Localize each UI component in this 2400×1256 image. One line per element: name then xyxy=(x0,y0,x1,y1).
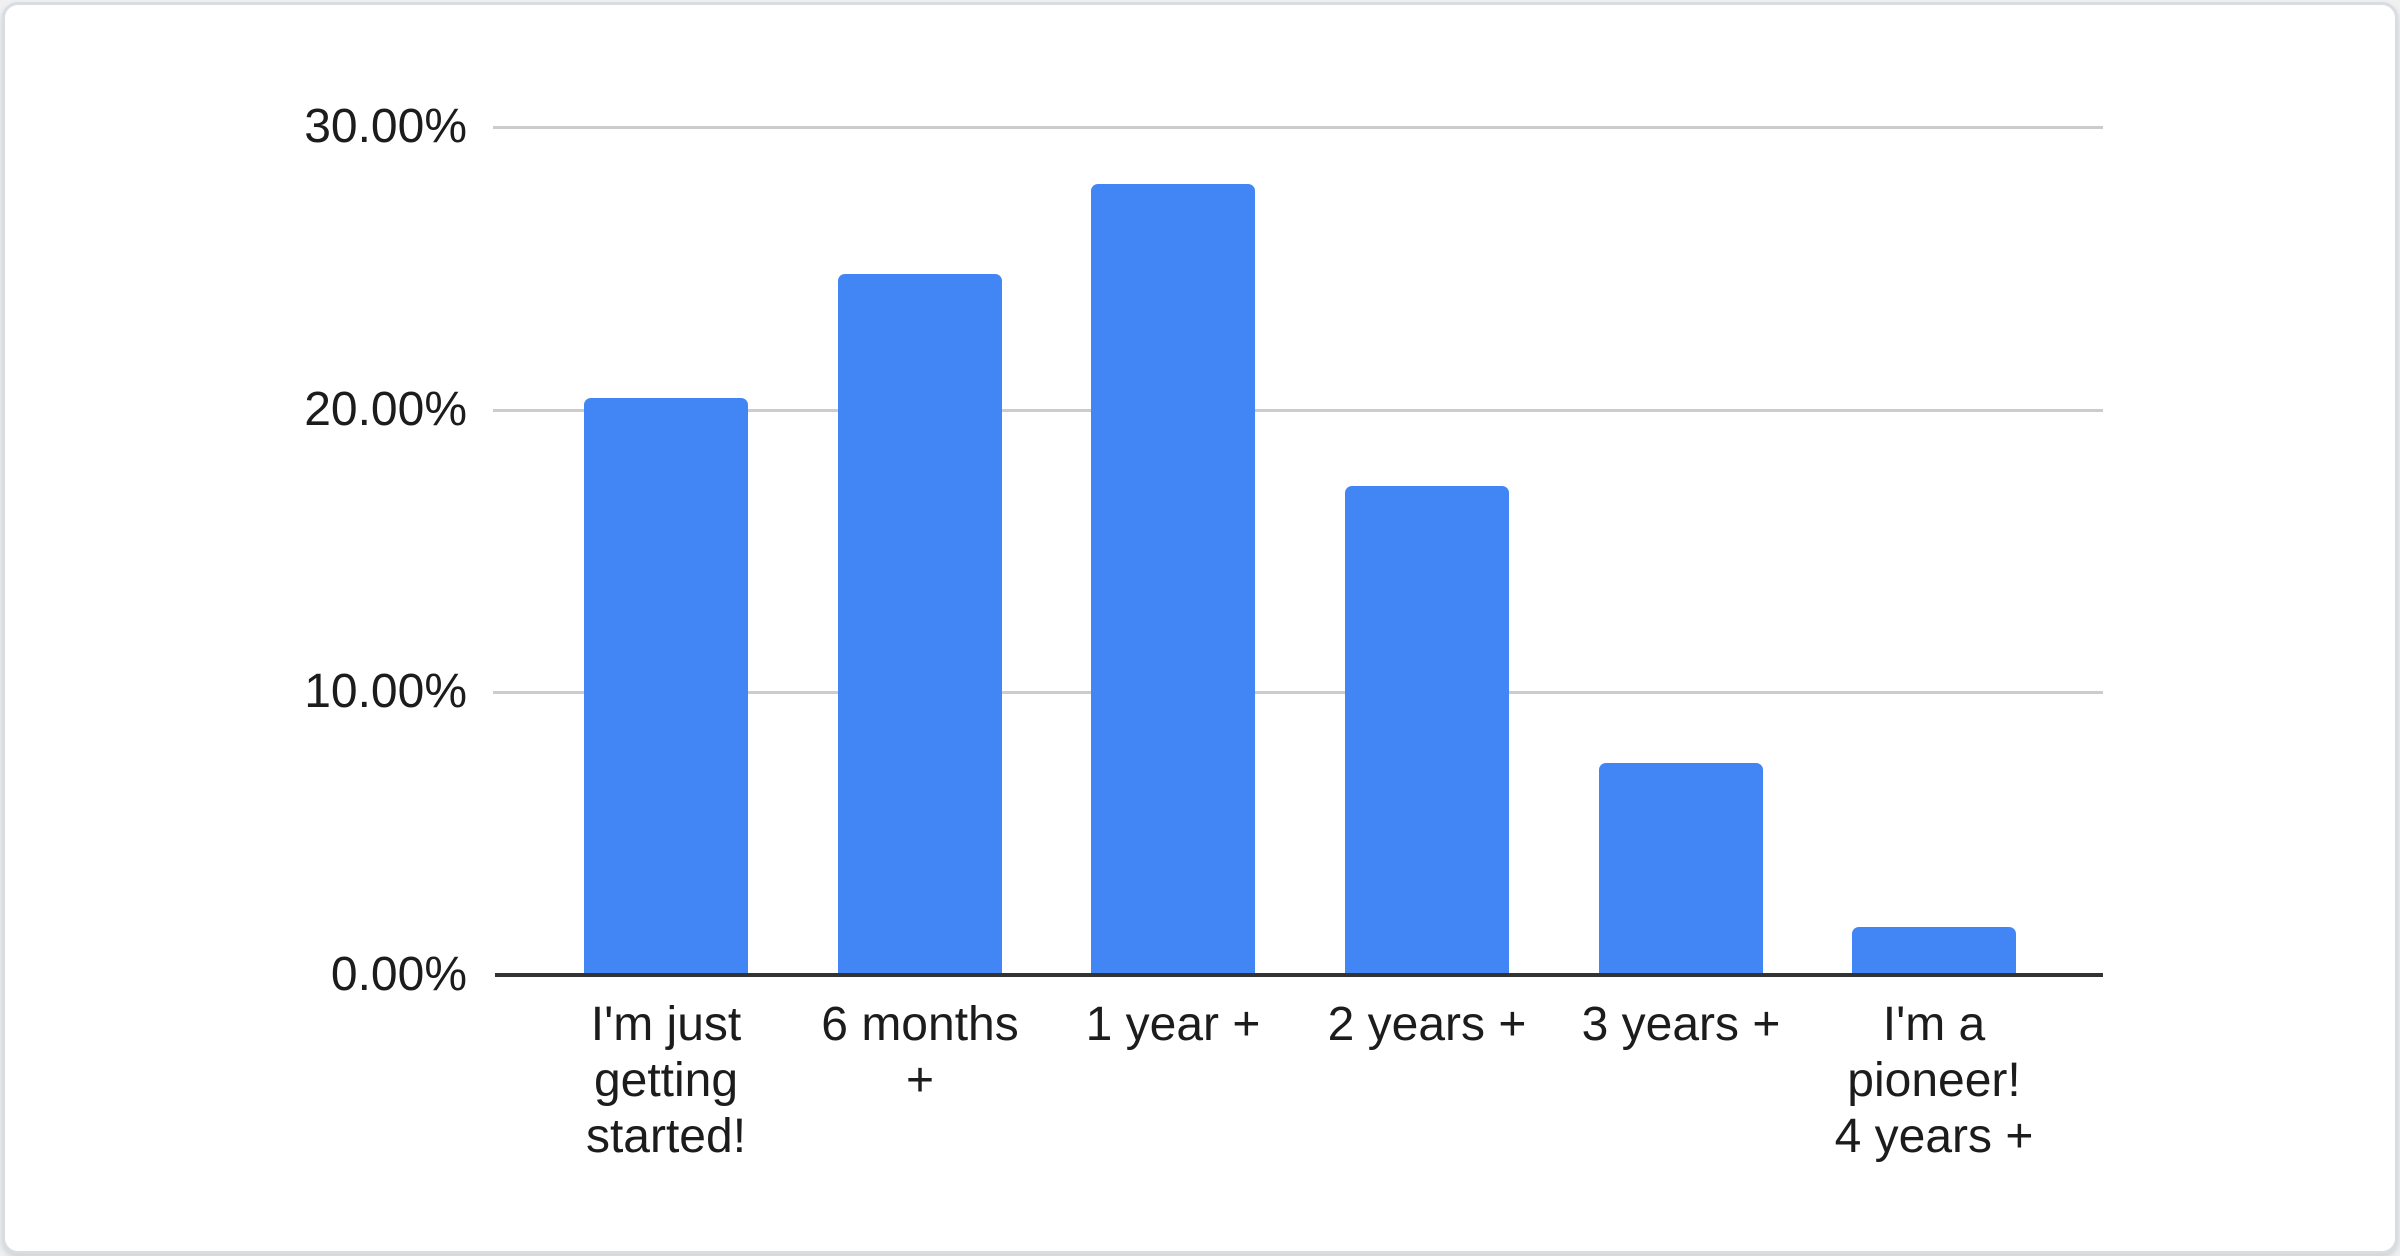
bar-chart: 0.00% 10.00% 20.00% 30.00% I'm just getting… xyxy=(5,5,2395,1251)
bar-6[interactable] xyxy=(1852,927,2016,975)
bar-5[interactable] xyxy=(1599,763,1763,975)
x-category-label-3: 1 year + xyxy=(1085,998,1261,1051)
gridline-10pct xyxy=(493,691,2103,694)
x-category-label-5: 3 years + xyxy=(1581,998,1781,1051)
y-tick-label-20pct: 20.00% xyxy=(304,383,467,436)
x-axis-line xyxy=(495,973,2103,977)
y-tick-label-10pct: 10.00% xyxy=(304,665,467,718)
y-tick-label-0pct: 0.00% xyxy=(330,948,467,1001)
bar-3[interactable] xyxy=(1091,184,1255,975)
gridline-30pct xyxy=(493,126,2103,129)
y-tick-label-30pct: 30.00% xyxy=(304,100,467,153)
x-category-label-4: 2 years + xyxy=(1327,998,1527,1051)
bar-4[interactable] xyxy=(1345,486,1509,975)
x-category-label-2: 6 months + xyxy=(821,998,1019,1107)
x-category-label-1: I'm just getting started! xyxy=(585,998,747,1163)
x-category-label-6: I'm a pioneer! 4 years + xyxy=(1834,998,2034,1163)
gridline-20pct xyxy=(493,409,2103,412)
bar-2[interactable] xyxy=(838,274,1002,975)
bar-1[interactable] xyxy=(584,398,748,975)
